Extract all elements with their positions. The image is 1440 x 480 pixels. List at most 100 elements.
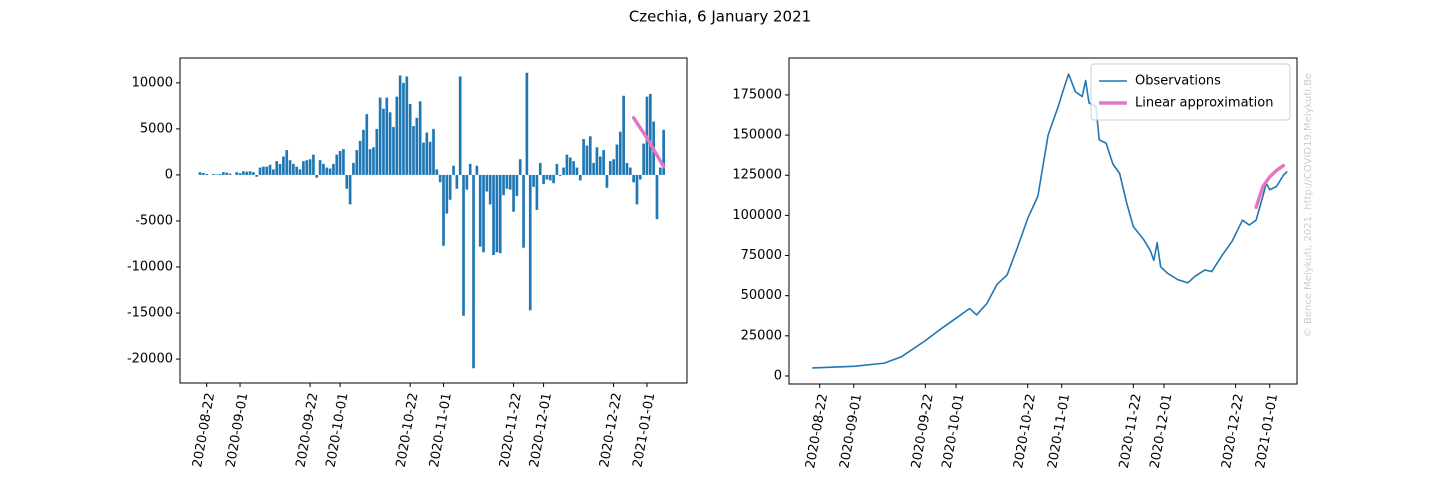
- bar: [608, 161, 612, 175]
- bar: [265, 166, 269, 175]
- bar: [485, 174, 489, 192]
- bar: [405, 76, 409, 175]
- bar: [562, 167, 565, 175]
- bar: [328, 168, 332, 175]
- legend-label: Linear approximation: [1135, 96, 1273, 111]
- bar: [522, 174, 525, 248]
- y-tick-label: 150000: [732, 128, 782, 143]
- bar: [392, 127, 395, 175]
- bar: [475, 165, 479, 175]
- x-tick-label: 2020-09-22: [909, 393, 937, 470]
- bar: [648, 93, 652, 175]
- bar: [658, 167, 662, 175]
- bar: [575, 167, 579, 175]
- bar: [415, 117, 419, 175]
- bar: [552, 174, 555, 184]
- bar: [312, 154, 315, 175]
- bar: [295, 166, 299, 175]
- bar: [368, 149, 372, 175]
- y-tick-label: 0: [774, 368, 782, 383]
- bar: [435, 169, 439, 175]
- bar: [345, 174, 349, 189]
- axes-frame: [788, 57, 1298, 385]
- line: [1254, 163, 1286, 210]
- legend-label: Observations: [1135, 74, 1221, 89]
- bar: [572, 161, 575, 175]
- bar: [582, 139, 585, 175]
- bar: [535, 174, 539, 210]
- x-tick-label: 2020-12-22: [597, 392, 625, 469]
- bar: [472, 174, 475, 369]
- bar: [355, 150, 359, 175]
- bar: [358, 140, 362, 175]
- bar: [478, 174, 482, 247]
- bar: [452, 165, 455, 175]
- bar: [465, 174, 469, 190]
- bar: [482, 174, 485, 253]
- bar: [622, 95, 625, 175]
- bar: [425, 132, 429, 175]
- bar: [542, 174, 545, 185]
- bar: [638, 174, 642, 180]
- x-tick-label: 2020-11-01: [1045, 393, 1073, 470]
- line: [812, 73, 1288, 369]
- bar: [262, 166, 265, 175]
- bar: [515, 174, 519, 197]
- legend-box: [1090, 63, 1291, 121]
- x-tick-label: 2020-12-01: [527, 392, 555, 469]
- x-tick-label: 2020-09-01: [224, 392, 252, 469]
- y-tick-label: -5000: [135, 213, 173, 228]
- bar: [255, 174, 259, 177]
- bar: [445, 174, 449, 214]
- y-tick-label: 50000: [741, 288, 782, 303]
- y-tick-label: 5000: [140, 121, 173, 136]
- bar: [662, 129, 665, 175]
- y-tick-label: -20000: [127, 352, 173, 367]
- x-tick-label: 2020-10-01: [940, 393, 968, 470]
- bar: [212, 174, 215, 175]
- bar: [298, 169, 302, 175]
- bar: [375, 128, 379, 175]
- bar: [588, 136, 592, 175]
- bar: [525, 72, 529, 175]
- bar: [258, 167, 262, 175]
- bar: [248, 171, 252, 175]
- bar: [342, 149, 345, 175]
- bar: [302, 161, 305, 175]
- bar: [625, 162, 629, 175]
- bar: [332, 163, 335, 175]
- bar: [532, 174, 535, 187]
- bar: [338, 150, 342, 175]
- bar: [422, 142, 425, 175]
- x-tick-label: 2020-12-22: [1219, 393, 1247, 470]
- bar: [632, 174, 635, 183]
- bar: [205, 174, 209, 175]
- bar: [268, 164, 272, 175]
- bar: [602, 150, 605, 175]
- bar: [242, 171, 245, 175]
- x-tick-label: 2020-08-22: [190, 392, 218, 469]
- bar: [462, 174, 465, 316]
- x-tick-label: 2020-11-22: [497, 392, 525, 469]
- bar: [585, 145, 589, 175]
- bar: [612, 159, 615, 175]
- x-tick-label: 2020-10-22: [1011, 393, 1039, 470]
- bar: [245, 171, 249, 175]
- y-tick-label: 175000: [732, 87, 782, 102]
- bar: [545, 174, 549, 180]
- bar: [408, 104, 412, 175]
- bar: [402, 82, 405, 175]
- x-tick-label: 2020-10-01: [324, 392, 352, 469]
- bar: [458, 76, 462, 175]
- bar: [305, 160, 309, 175]
- bar: [548, 174, 552, 181]
- bar: [238, 173, 242, 175]
- bar: [498, 174, 502, 254]
- bar: [252, 172, 255, 175]
- bar: [365, 114, 369, 175]
- bar: [635, 174, 639, 205]
- bar: [378, 97, 382, 175]
- bar: [502, 174, 505, 196]
- bar: [455, 174, 459, 189]
- bar: [512, 174, 515, 212]
